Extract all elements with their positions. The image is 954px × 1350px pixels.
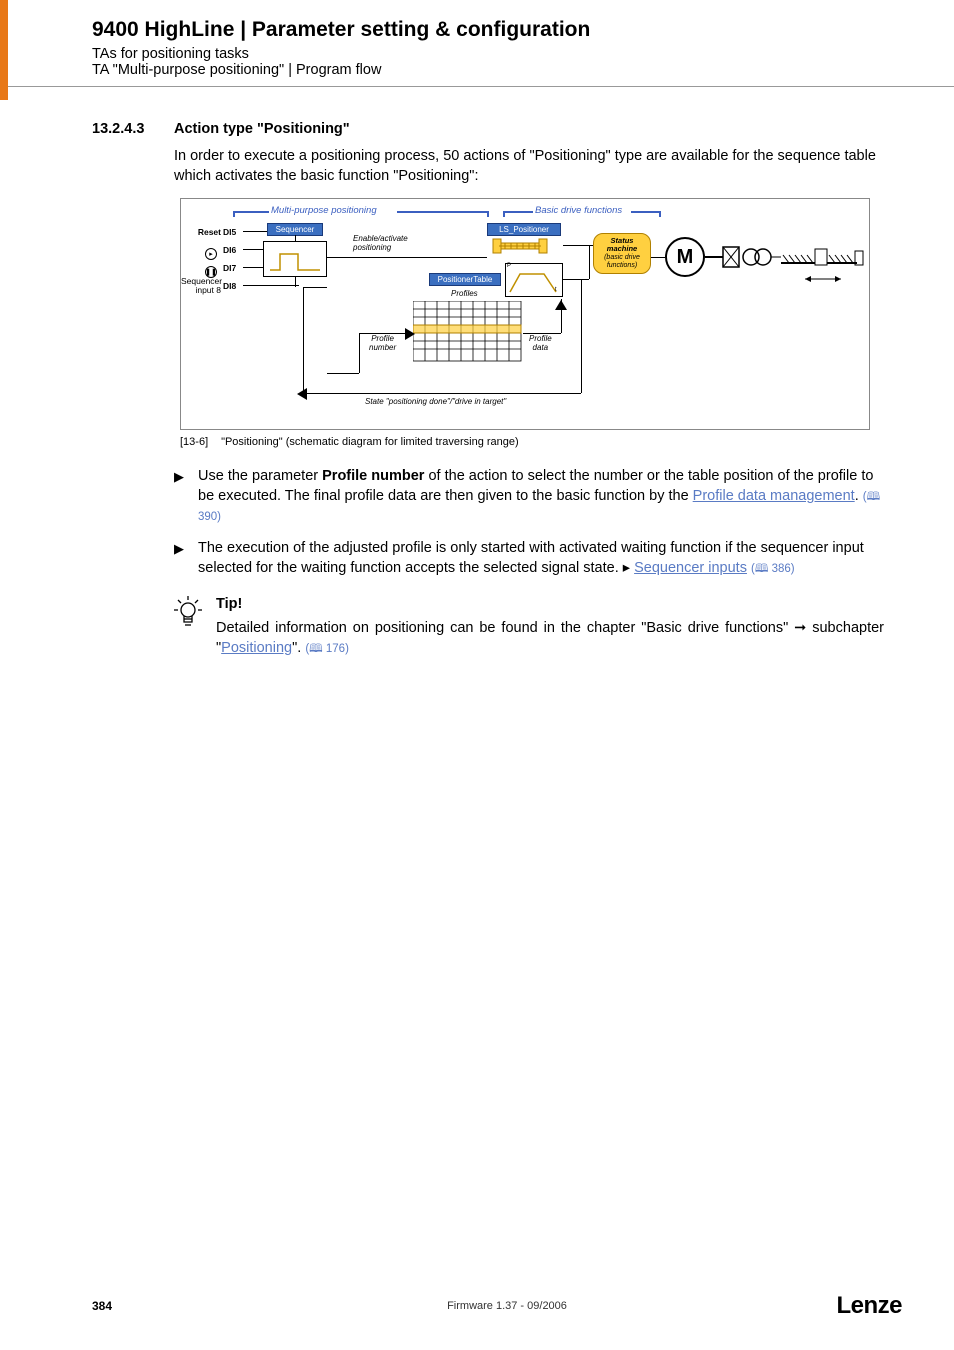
connector [359,333,411,334]
caption-text: "Positioning" (schematic diagram for lim… [221,436,519,448]
bullet-marker-icon: ▶ [174,466,188,526]
content-area: 13.2.4.3 Action type "Positioning" In or… [0,87,954,658]
connector [589,245,590,279]
connector [243,267,263,268]
arrowhead-left-icon [297,387,307,405]
bullet-1-text: Use the parameter Profile number of the … [198,466,884,526]
page-ref: (🕮 176) [305,643,349,655]
tip-label: Tip! [216,596,884,612]
di5-reset-label: Reset [185,227,221,237]
intro-paragraph: In order to execute a positioning proces… [174,147,884,186]
di8-seq-label: Sequencerinput 8 [181,277,221,295]
bracket-line [503,211,533,213]
subtitle-2: TA "Multi-purpose positioning" | Program… [92,62,954,78]
play-icon: ▸ [205,243,217,261]
profiles-grid [413,301,523,370]
connector [359,333,360,373]
text: . [855,488,859,504]
lenze-logo: Lenze [802,1292,902,1320]
t-label: t [555,287,557,293]
page-number: 384 [92,1299,212,1313]
bracket-tip [487,211,489,217]
subtitle-1: TAs for positioning tasks [92,46,954,62]
bracket-line [233,211,269,213]
positioning-link[interactable]: Positioning [221,640,292,656]
bullet-2-text: The execution of the adjusted profile is… [198,538,884,578]
di7-label: DI7 [223,263,236,273]
bracket-label-left: Multi-purpose positioning [271,205,377,216]
profile-number-label: Profilenumber [369,335,396,352]
bracket-line [631,211,661,213]
connector [581,279,582,393]
di8-label: DI8 [223,281,236,291]
figure-caption: [13-6] "Positioning" (schematic diagram … [180,436,884,448]
bullet-marker-icon: ▶ [174,538,188,578]
bullet-2: ▶ The execution of the adjusted profile … [174,538,884,578]
connector [243,285,299,286]
state-text: State "positioning done"/"drive in targe… [365,397,506,406]
profile-data-label: Profiledata [529,335,552,352]
arrowhead-icon [405,327,415,345]
tip-block: Tip! Detailed information on positioning… [174,596,884,658]
section-heading: Action type "Positioning" [174,121,350,137]
connector [243,249,263,250]
page-title: 9400 HighLine | Parameter setting & conf… [92,18,954,42]
bracket-tip [659,211,661,217]
arrowhead-up-icon [555,297,567,315]
bracket-tip [233,211,235,217]
connector [303,287,304,393]
p-label: P [507,263,511,269]
connector [563,279,589,280]
profile-data-mgmt-link[interactable]: Profile data management [693,488,855,504]
sequencer-waveform-icon [264,242,328,278]
connector [523,333,561,334]
schematic-diagram: Multi-purpose positioning Basic drive fu… [180,198,870,430]
camshaft-icon [491,237,557,260]
text: ". [292,640,301,656]
connector [243,231,267,232]
profiles-label: Profiles [451,289,478,298]
connector [295,277,296,287]
bracket-tip [503,211,505,217]
section-number: 13.2.4.3 [92,121,156,137]
connector [295,235,296,241]
sequencer-inputs-link[interactable]: Sequencer inputs [634,560,747,576]
bold-text: Profile number [322,468,424,484]
caption-number: [13-6] [180,436,218,448]
lightbulb-icon [174,596,202,658]
mechanical-linkage-icon [705,237,865,294]
text: Use the parameter [198,468,322,484]
di5-label: DI5 [223,227,236,237]
section-heading-row: 13.2.4.3 Action type "Positioning" [92,121,884,137]
motor-symbol: M [665,237,705,277]
status-machine-box: Statusmachine(basic drivefunctions) [593,233,651,273]
connector [651,257,665,258]
connector [327,257,487,258]
connector [301,393,581,394]
bracket-line [397,211,489,213]
ls-positioner-box: LS_Positioner [487,223,561,236]
enable-label: Enable/activatepositioning [353,235,408,252]
positioner-table-box: PositionerTable [429,273,501,286]
page-ref: (🕮 386) [751,563,795,575]
page-header: 9400 HighLine | Parameter setting & conf… [0,0,954,80]
connector [303,287,327,288]
bullet-1: ▶ Use the parameter Profile number of th… [174,466,884,526]
tip-text: Detailed information on positioning can … [216,618,884,658]
firmware-text: Firmware 1.37 - 09/2006 [212,1300,802,1312]
accent-bar [0,0,8,100]
page-footer: 384 Firmware 1.37 - 09/2006 Lenze [0,1292,954,1320]
tip-body: Tip! Detailed information on positioning… [216,596,884,658]
di6-label: DI6 [223,245,236,255]
connector [327,373,359,374]
sequencer-body [263,241,327,277]
bracket-label-right: Basic drive functions [535,205,622,216]
